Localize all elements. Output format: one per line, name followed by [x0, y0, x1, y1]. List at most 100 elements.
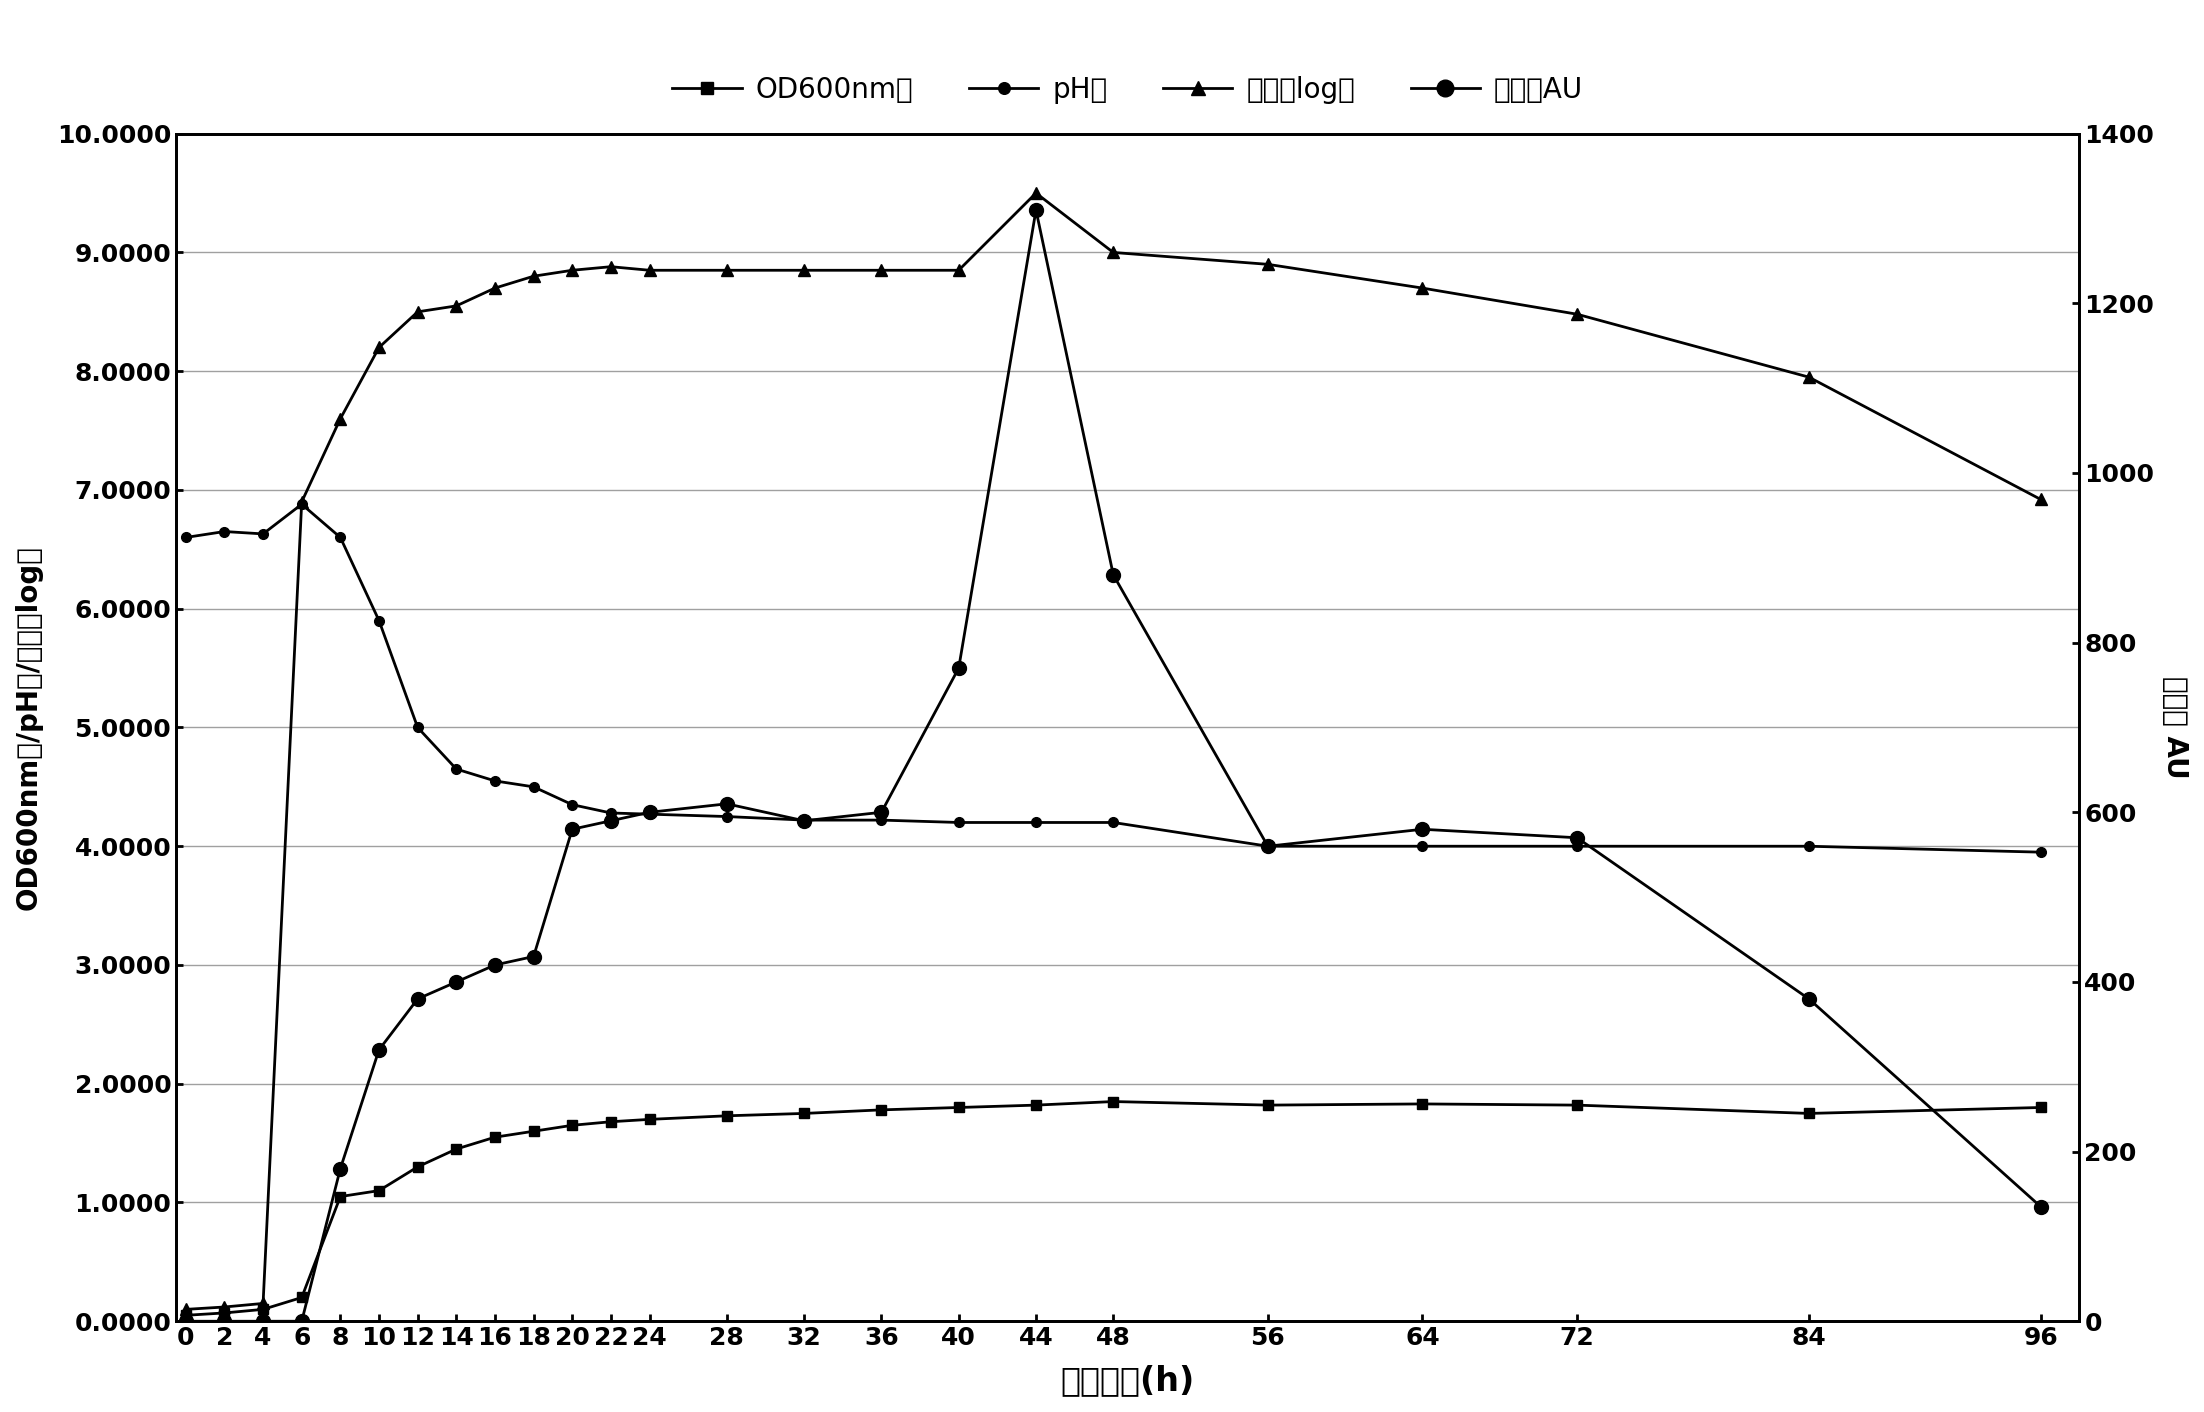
OD600nm值 [366, 1182, 392, 1199]
活菌数log值 [560, 261, 586, 278]
效价值AU [597, 812, 624, 829]
效价值AU [560, 820, 586, 837]
pH值 [946, 813, 972, 830]
OD600nm值 [597, 1113, 624, 1130]
pH值 [443, 761, 469, 778]
Line: 效价值AU: 效价值AU [179, 203, 2048, 1329]
效价值AU [326, 1161, 353, 1178]
OD600nm值 [1023, 1097, 1049, 1114]
活菌数log值 [520, 268, 547, 285]
效价值AU [212, 1313, 238, 1330]
活菌数log值 [2028, 491, 2054, 508]
效价值AU [637, 803, 663, 820]
pH值 [597, 805, 624, 822]
OD600nm值 [637, 1111, 663, 1128]
效价值AU [1796, 990, 1823, 1007]
Y-axis label: 效价值 AU: 效价值 AU [2160, 676, 2189, 779]
效价值AU [366, 1041, 392, 1058]
Legend: OD600nm值, pH值, 活菌数log值, 效价值AU: OD600nm值, pH值, 活菌数log值, 效价值AU [661, 65, 1593, 114]
pH值 [1254, 837, 1281, 854]
活菌数log值 [366, 339, 392, 356]
活菌数log值 [249, 1295, 276, 1312]
OD600nm值 [560, 1117, 586, 1134]
活菌数log值 [1408, 280, 1435, 297]
pH值 [868, 812, 895, 829]
活菌数log值 [714, 261, 741, 278]
pH值 [1100, 813, 1126, 830]
pH值 [714, 808, 741, 825]
OD600nm值 [289, 1289, 315, 1306]
效价值AU [868, 803, 895, 820]
效价值AU [520, 947, 547, 964]
pH值 [249, 525, 276, 542]
pH值 [560, 796, 586, 813]
pH值 [483, 772, 509, 789]
pH值 [406, 719, 432, 736]
pH值 [791, 812, 818, 829]
pH值 [289, 496, 315, 513]
OD600nm值 [714, 1107, 741, 1124]
OD600nm值 [172, 1308, 198, 1324]
OD600nm值 [443, 1141, 469, 1158]
效价值AU [791, 812, 818, 829]
活菌数log值 [868, 261, 895, 278]
OD600nm值 [2028, 1099, 2054, 1115]
效价值AU [443, 973, 469, 990]
OD600nm值 [1100, 1093, 1126, 1110]
活菌数log值 [946, 261, 972, 278]
效价值AU [946, 659, 972, 676]
OD600nm值 [946, 1099, 972, 1115]
OD600nm值 [406, 1158, 432, 1175]
活菌数log值 [212, 1299, 238, 1316]
效价值AU [1100, 566, 1126, 583]
效价值AU [172, 1313, 198, 1330]
活菌数log值 [1565, 306, 1591, 323]
Y-axis label: OD600nm值/pH值/活菌数log值: OD600nm值/pH值/活菌数log值 [15, 545, 44, 909]
Line: 活菌数log值: 活菌数log值 [181, 188, 2045, 1315]
OD600nm值 [326, 1187, 353, 1204]
pH值 [326, 530, 353, 546]
活菌数log值 [637, 261, 663, 278]
pH值 [1023, 813, 1049, 830]
活菌数log值 [791, 261, 818, 278]
OD600nm值 [212, 1305, 238, 1322]
pH值 [520, 778, 547, 795]
OD600nm值 [791, 1106, 818, 1123]
OD600nm值 [1408, 1096, 1435, 1113]
活菌数log值 [443, 298, 469, 315]
OD600nm值 [868, 1101, 895, 1118]
OD600nm值 [1254, 1097, 1281, 1114]
活菌数log值 [597, 258, 624, 275]
Line: OD600nm值: OD600nm值 [181, 1097, 2045, 1320]
pH值 [366, 613, 392, 630]
pH值 [637, 806, 663, 823]
效价值AU [714, 795, 741, 812]
Line: pH值: pH值 [181, 500, 2045, 857]
效价值AU [1408, 820, 1435, 837]
OD600nm值 [1796, 1106, 1823, 1123]
X-axis label: 发酵时间(h): 发酵时间(h) [1060, 1364, 1195, 1396]
效价值AU [249, 1313, 276, 1330]
OD600nm值 [1565, 1097, 1591, 1114]
pH值 [1796, 837, 1823, 854]
pH值 [2028, 844, 2054, 861]
效价值AU [289, 1313, 315, 1330]
效价值AU [406, 990, 432, 1007]
效价值AU [1023, 202, 1049, 219]
活菌数log值 [1254, 256, 1281, 273]
活菌数log值 [1100, 244, 1126, 261]
OD600nm值 [483, 1128, 509, 1145]
效价值AU [1565, 829, 1591, 846]
pH值 [1565, 837, 1591, 854]
活菌数log值 [172, 1300, 198, 1317]
OD600nm值 [249, 1300, 276, 1317]
效价值AU [1254, 837, 1281, 854]
活菌数log值 [326, 411, 353, 428]
pH值 [172, 530, 198, 546]
活菌数log值 [289, 493, 315, 510]
pH值 [1408, 837, 1435, 854]
活菌数log值 [483, 280, 509, 297]
效价值AU [483, 956, 509, 973]
活菌数log值 [1796, 369, 1823, 385]
活菌数log值 [406, 304, 432, 321]
